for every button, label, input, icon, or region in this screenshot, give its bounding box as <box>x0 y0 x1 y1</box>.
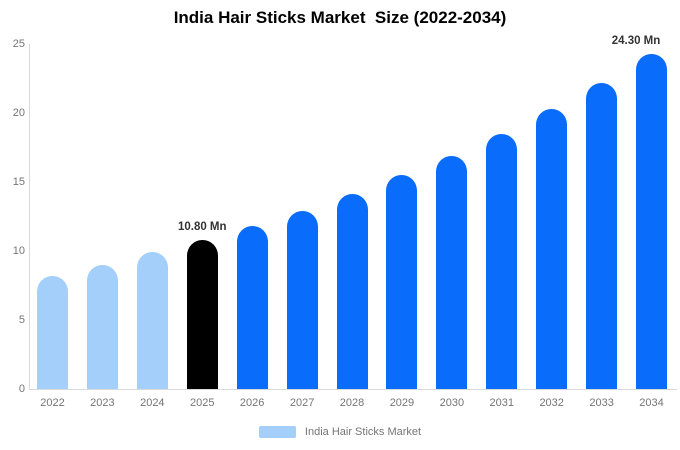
legend-swatch <box>258 426 296 438</box>
bar-annotation-2025: 10.80 Mn <box>177 220 227 233</box>
x-tick-label-2030: 2030 <box>439 397 465 409</box>
bar-2025[interactable] <box>186 239 218 389</box>
legend-label: India Hair Sticks Market <box>304 426 422 438</box>
x-tick-label-2031: 2031 <box>489 397 514 409</box>
bar-annotation-2034: 24.30 Mn <box>611 34 661 47</box>
bar-2032[interactable] <box>536 108 568 389</box>
x-tick-label-2032: 2032 <box>539 397 564 409</box>
x-tick-label-2034: 2034 <box>639 397 664 409</box>
y-axis-line <box>29 44 30 390</box>
x-axis-line <box>29 389 677 390</box>
y-tick-label: 15 <box>12 176 25 188</box>
y-tick-label: 0 <box>18 383 25 395</box>
bar-2027[interactable] <box>286 210 318 389</box>
bar-2031[interactable] <box>486 133 518 389</box>
x-tick-label-2029: 2029 <box>389 397 415 409</box>
x-tick-label-2023: 2023 <box>90 397 115 409</box>
bar-2022[interactable] <box>37 275 68 389</box>
x-tick-label-2028: 2028 <box>339 397 365 409</box>
x-tick-label-2027: 2027 <box>289 397 315 409</box>
bar-2034[interactable] <box>636 53 668 389</box>
x-tick-label-2026: 2026 <box>239 397 265 409</box>
y-tick-label: 5 <box>18 314 25 326</box>
bar-2028[interactable] <box>336 194 368 389</box>
x-tick-label-2022: 2022 <box>40 397 65 409</box>
y-tick-label: 20 <box>12 107 25 119</box>
bar-2033[interactable] <box>586 82 618 389</box>
bar-2026[interactable] <box>236 226 268 389</box>
y-tick-label: 10 <box>12 245 25 257</box>
chart-title: India Hair Sticks Market Size (2022-2034… <box>173 8 507 27</box>
legend[interactable]: India Hair Sticks Market <box>0 426 680 438</box>
x-tick-label-2033: 2033 <box>589 397 614 409</box>
y-tick-label: 25 <box>12 38 25 50</box>
bar-2029[interactable] <box>386 175 418 389</box>
x-tick-label-2024: 2024 <box>140 397 165 409</box>
x-tick-label-2025: 2025 <box>190 397 215 409</box>
bar-2030[interactable] <box>436 155 468 389</box>
bar-2024[interactable] <box>136 252 168 389</box>
bar-2023[interactable] <box>86 264 118 389</box>
